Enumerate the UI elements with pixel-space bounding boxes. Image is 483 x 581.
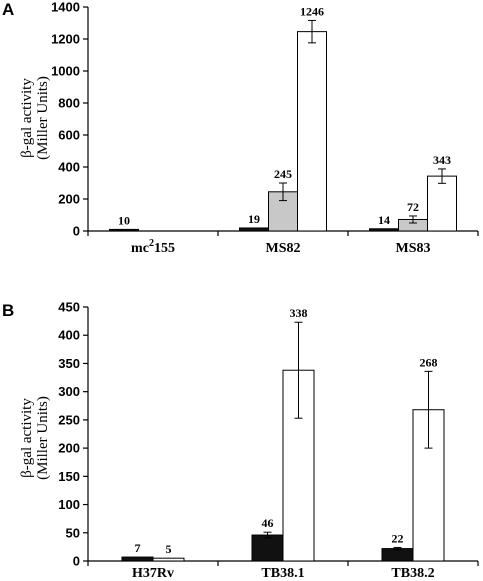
panel-a-category-label: mc2155 xyxy=(131,238,175,256)
panel-b-bar xyxy=(152,557,185,562)
panel-b-category-label: H37Rv xyxy=(132,566,174,581)
panel-a-letter: A xyxy=(2,0,14,19)
panel-a-data-label: 72 xyxy=(407,200,419,214)
panel-b-ylabel-line1: β-gal activity xyxy=(19,398,35,478)
panel-a-y-tick-label: 400 xyxy=(58,160,80,175)
panel-a-ylabel-line2: (Miller Units) xyxy=(35,76,51,160)
panel-a-data-label: 343 xyxy=(433,153,451,167)
panel-b-y-tick-label: 50 xyxy=(66,525,80,540)
panel-a-data-label: 10 xyxy=(118,213,130,227)
panel-a-category-label: MS82 xyxy=(266,241,301,256)
panel-b-data-label: 46 xyxy=(262,516,274,530)
panel-b-y-tick-label: 450 xyxy=(58,300,80,315)
panel-b-data-label: 338 xyxy=(290,306,308,320)
panel-b-category-label: TB38.2 xyxy=(391,566,434,581)
panel-a-y-tick-label: 1000 xyxy=(51,64,80,79)
panel-a-category-label: MS83 xyxy=(396,241,431,256)
panel-a-data-label: 1246 xyxy=(300,4,324,18)
panel-a: A β-gal activity (Miller Units) 0 200 400 6… xyxy=(2,0,479,256)
panel-a-bar xyxy=(239,227,269,232)
panel-b-y-tick-label: 150 xyxy=(58,469,80,484)
panel-a-y-tick-label: 0 xyxy=(73,224,80,239)
panel-b-y-tick-label: 0 xyxy=(73,554,80,569)
panel-a-y-tick-label: 1400 xyxy=(51,0,80,15)
panel-a-data-label: 245 xyxy=(274,167,292,181)
panel-b-y-tick-label: 100 xyxy=(58,497,80,512)
panel-b-ylabel-line2: (Miller Units) xyxy=(35,396,51,480)
panel-b-category-label: TB38.1 xyxy=(261,566,304,581)
panel-b-data-label: 268 xyxy=(420,355,438,369)
panel-b-y-tick-label: 250 xyxy=(58,412,80,427)
panel-a-y-tick-label: 800 xyxy=(58,96,80,111)
panel-b-letter: B xyxy=(2,301,14,320)
panel-a-bar xyxy=(427,175,457,232)
panel-b: B β-gal activity (Miller Units) 0 50 100 15… xyxy=(2,300,479,581)
panel-b-data-label: 22 xyxy=(392,531,404,545)
panel-b-y-tick-label: 200 xyxy=(58,441,80,456)
panel-a-ylabel-line1: β-gal activity xyxy=(19,78,35,158)
panel-b-bar xyxy=(251,534,284,562)
panel-b-bar xyxy=(381,548,414,562)
panel-b-bar xyxy=(121,556,154,562)
panel-b-data-label: 7 xyxy=(135,541,141,555)
panel-b-data-label: 5 xyxy=(166,542,172,556)
panel-a-data-label: 19 xyxy=(248,212,260,226)
panel-a-bar xyxy=(297,31,327,232)
panel-b-y-tick-label: 400 xyxy=(58,328,80,343)
panel-a-y-tick-label: 200 xyxy=(58,192,80,207)
panel-a-y-tick-label: 600 xyxy=(58,128,80,143)
panel-b-y-tick-label: 300 xyxy=(58,384,80,399)
panel-a-y-tick-label: 1200 xyxy=(51,32,80,47)
panel-a-bar xyxy=(109,228,139,232)
panel-a-bar xyxy=(369,228,399,232)
panel-a-data-label: 14 xyxy=(378,213,390,227)
panel-b-y-tick-label: 350 xyxy=(58,356,80,371)
